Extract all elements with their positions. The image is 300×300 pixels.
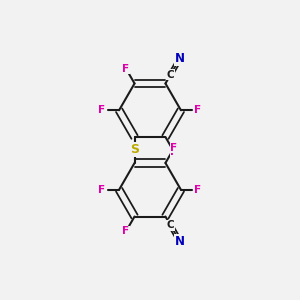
Text: N: N (175, 235, 185, 248)
Text: C: C (167, 70, 174, 80)
Text: F: F (122, 64, 130, 74)
Text: F: F (194, 105, 202, 115)
Text: S: S (130, 143, 139, 157)
Text: F: F (170, 143, 178, 153)
Text: F: F (122, 226, 130, 236)
Text: F: F (194, 185, 202, 195)
Text: F: F (98, 185, 106, 195)
Text: N: N (175, 52, 185, 65)
Text: F: F (98, 105, 106, 115)
Text: C: C (167, 220, 174, 230)
Text: F: F (170, 147, 178, 157)
